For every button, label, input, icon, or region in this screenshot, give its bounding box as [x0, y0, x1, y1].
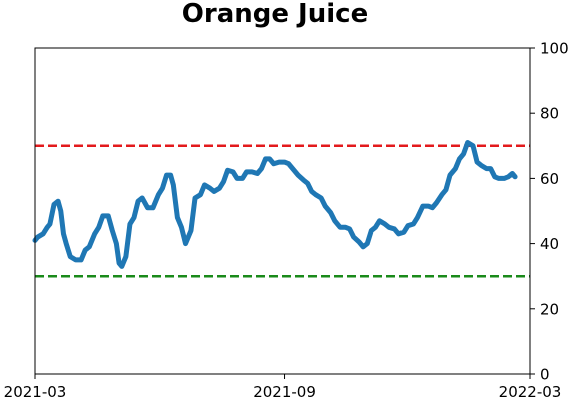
y-tick-label: 20	[540, 300, 559, 318]
axes	[34, 47, 531, 375]
y-tick-label: 40	[540, 235, 559, 253]
y-tick-label: 80	[540, 105, 559, 123]
x-tick-label: 2021-03	[4, 383, 67, 401]
series-group	[32, 140, 518, 269]
y-tick-label: 100	[540, 40, 569, 58]
x-axis: 2021-03 2021-09 2022-03	[4, 374, 562, 401]
x-tick-label: 2022-03	[499, 383, 562, 401]
reference-lines	[35, 144, 530, 278]
y-tick-label: 60	[540, 170, 559, 188]
y-axis: 0 20 40 60 80 100	[530, 40, 569, 384]
series-line-0	[32, 140, 518, 269]
x-tick-label: 2021-09	[253, 383, 316, 401]
plot-frame	[34, 47, 531, 375]
chart-title: Orange Juice	[182, 0, 368, 29]
y-tick-label: 0	[540, 366, 550, 384]
